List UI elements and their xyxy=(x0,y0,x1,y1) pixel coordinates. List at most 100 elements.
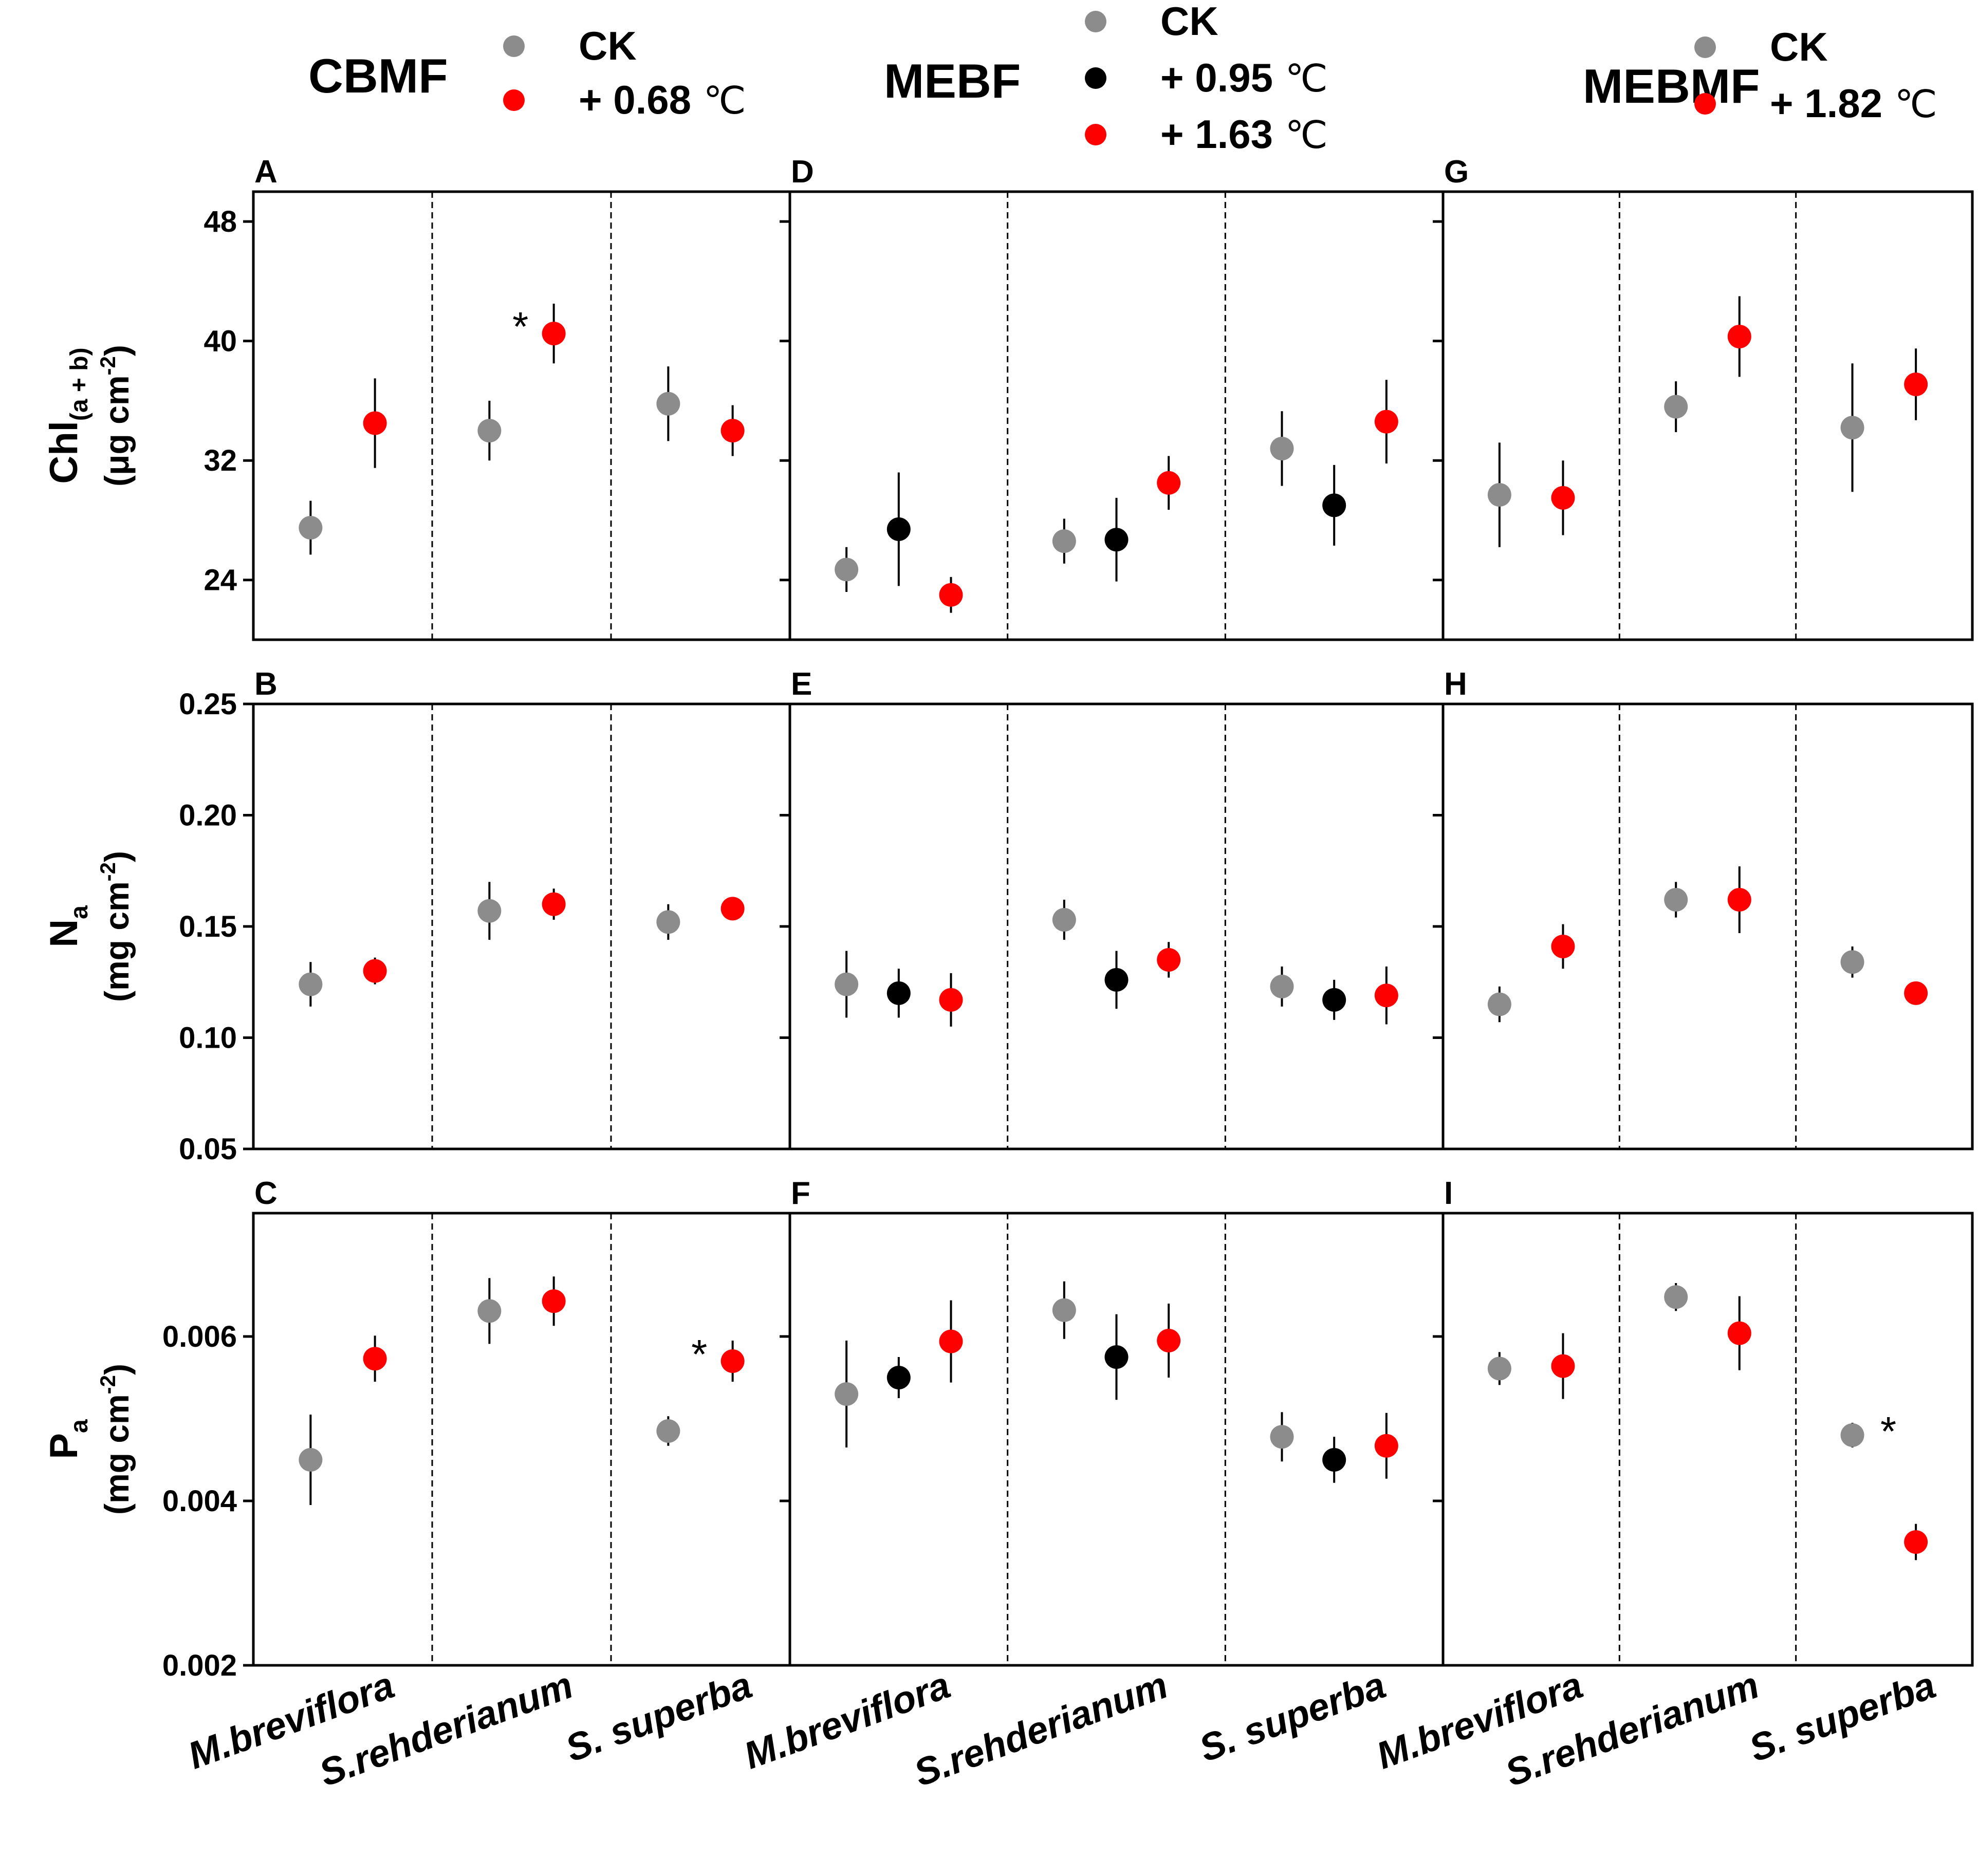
data-point xyxy=(477,1278,502,1344)
data-marker xyxy=(1727,1321,1751,1345)
data-point xyxy=(1157,942,1181,978)
legend-marker xyxy=(503,35,525,57)
panel-letter: H xyxy=(1444,666,1467,702)
data-marker xyxy=(1052,908,1076,932)
data-marker xyxy=(1270,436,1294,460)
data-marker xyxy=(1487,483,1511,507)
panel-frame xyxy=(1441,1212,1974,1667)
data-point xyxy=(939,577,963,613)
legend-marker xyxy=(1694,93,1716,115)
column-title-mebf: MEBF xyxy=(884,54,1021,108)
data-point xyxy=(1840,946,1864,978)
y-tick-label: 0.20 xyxy=(179,799,237,832)
legend-label: + 1.82 ℃ xyxy=(1770,81,1937,126)
panel-frame xyxy=(1441,702,1974,1150)
data-point xyxy=(835,951,859,1018)
panel-G: G xyxy=(1441,154,1974,641)
data-marker xyxy=(835,972,859,996)
panel-frame xyxy=(252,1212,791,1667)
y-axis-unit-sup: -2 xyxy=(96,862,120,881)
y-axis-unit-chl: (μg cm-2) xyxy=(96,345,136,487)
legend-group-mebf: MEBF CK + 0.95 ℃ + 1.63 ℃ xyxy=(884,0,1328,157)
data-point xyxy=(299,962,323,1007)
data-point xyxy=(1374,966,1398,1025)
x-category-label-mebmf: S. superba xyxy=(1744,1663,1941,1770)
data-point xyxy=(720,897,745,921)
data-marker xyxy=(886,1366,911,1389)
data-point xyxy=(542,1276,566,1326)
data-point xyxy=(299,1415,323,1505)
data-point xyxy=(363,957,387,985)
legend-label: + 1.63 ℃ xyxy=(1160,112,1328,157)
data-marker xyxy=(656,392,680,416)
y-tick-label: 48 xyxy=(204,205,237,238)
data-point xyxy=(1487,1352,1511,1385)
legend-unit: ℃ xyxy=(1273,113,1328,157)
data-marker xyxy=(1104,528,1129,552)
legend-label-text: + 1.63 xyxy=(1160,112,1273,157)
y-tick-label: 0.05 xyxy=(179,1132,237,1166)
y-axis-unit-end: ) xyxy=(98,1364,136,1375)
y-tick-label: 0.006 xyxy=(162,1320,237,1353)
y-axis-unit-na: (mg cm-2) xyxy=(96,851,136,1002)
data-point xyxy=(1727,866,1751,933)
data-point xyxy=(1052,900,1076,940)
data-point xyxy=(720,405,745,456)
data-point xyxy=(363,1335,387,1382)
data-point xyxy=(886,969,911,1018)
data-point xyxy=(835,547,859,592)
y-tick-label: 24 xyxy=(204,564,237,597)
data-point xyxy=(1664,882,1688,918)
data-marker xyxy=(1322,1448,1346,1472)
y-axis-title-pa: Pa xyxy=(42,1419,93,1459)
data-marker xyxy=(1551,486,1575,510)
panel-letter: E xyxy=(791,666,812,702)
data-point xyxy=(1322,979,1346,1020)
data-point: * xyxy=(512,304,566,364)
data-marker xyxy=(542,1289,566,1313)
data-marker xyxy=(1904,372,1928,396)
panel-C: C* xyxy=(252,1176,791,1667)
data-marker xyxy=(1052,1298,1076,1322)
data-point xyxy=(363,378,387,468)
data-marker xyxy=(1551,1354,1575,1378)
data-point xyxy=(1664,1283,1688,1311)
legend-label-text: CK xyxy=(1160,0,1218,44)
data-marker xyxy=(1157,948,1181,972)
data-marker xyxy=(1157,471,1181,495)
panel-letter: D xyxy=(791,154,814,190)
y-axis-unit-pa: (mg cm-2) xyxy=(96,1364,136,1515)
panel-letter: F xyxy=(791,1176,810,1211)
data-marker xyxy=(1904,1530,1928,1554)
data-point xyxy=(1487,986,1511,1023)
data-point xyxy=(886,1357,911,1398)
panel-letter: A xyxy=(254,154,278,190)
data-point xyxy=(1840,1423,1864,1447)
data-point xyxy=(1551,460,1575,535)
data-point xyxy=(477,400,502,461)
data-marker xyxy=(1551,934,1575,958)
panel-H: H xyxy=(1441,666,1974,1150)
data-point xyxy=(1104,1314,1129,1400)
y-tick-label: 0.004 xyxy=(162,1484,237,1518)
data-point xyxy=(1727,1296,1751,1370)
data-point: * xyxy=(1880,1408,1928,1561)
data-point xyxy=(1104,497,1129,582)
data-point xyxy=(939,1300,963,1383)
y-tick-label: 40 xyxy=(204,325,237,358)
y-axis-chl: 24 32 40 48 Chl(a + b) (μg cm-2) xyxy=(42,205,1443,597)
data-marker xyxy=(1487,1357,1511,1381)
x-category-label-cbmf: S. superba xyxy=(560,1663,757,1770)
data-point xyxy=(656,1416,680,1446)
data-marker xyxy=(363,411,387,435)
legend-marker xyxy=(1694,36,1716,58)
data-point xyxy=(1551,1333,1575,1399)
data-point xyxy=(1664,381,1688,432)
data-point xyxy=(656,366,680,441)
legend-label: + 0.95 ℃ xyxy=(1160,55,1328,101)
data-marker xyxy=(939,583,963,607)
data-marker xyxy=(1270,974,1294,998)
